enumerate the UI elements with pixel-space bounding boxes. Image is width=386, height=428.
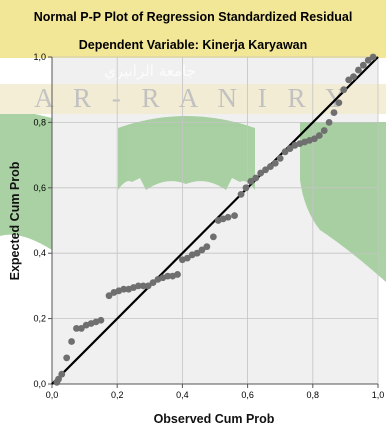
data-point [252, 174, 260, 182]
chart-subtitle: Dependent Variable: Kinerja Karyawan [79, 38, 308, 52]
data-point [247, 177, 255, 185]
y-tick-label: 0,0 [33, 379, 46, 389]
grid [52, 56, 379, 384]
data-point [315, 132, 323, 139]
data-point [355, 66, 362, 74]
watermark-green-shape [0, 106, 52, 250]
data-points [53, 53, 377, 386]
x-tick-label: 0,4 [176, 390, 189, 400]
x-axis-label: Observed Cum Prob [154, 412, 275, 426]
x-tick-label: 0,2 [111, 390, 124, 400]
data-point [55, 375, 62, 383]
data-point [237, 190, 245, 198]
data-point [286, 145, 294, 152]
watermark-green-shape [118, 116, 255, 190]
data-point [139, 282, 147, 290]
data-point [320, 127, 328, 134]
university-logo-watermark: A R - R A N I R Y جامعة الرانيري [0, 62, 386, 282]
data-point [77, 325, 85, 332]
data-point [97, 316, 105, 324]
y-axis-label: Expected Cum Prob [8, 161, 22, 280]
x-tick-label: 1,0 [372, 390, 385, 400]
data-point [209, 233, 217, 241]
watermark-band [0, 84, 386, 114]
data-point [203, 243, 211, 251]
data-point [183, 254, 191, 262]
y-tick-label: 1,0 [33, 52, 46, 62]
axes [48, 56, 379, 388]
data-point [364, 56, 372, 64]
y-tick-label: 0,8 [33, 117, 46, 127]
watermark-arabic-text: جامعة الرانيري [104, 62, 196, 81]
y-tick-label: 0,6 [33, 183, 46, 193]
data-point [198, 246, 206, 254]
data-point [262, 166, 269, 174]
y-tick-label: 0,2 [33, 314, 46, 324]
x-tick-label: 0,0 [46, 390, 59, 400]
data-point [359, 61, 367, 69]
data-point [149, 279, 157, 287]
data-point [340, 86, 348, 94]
data-point [224, 213, 232, 221]
data-point [350, 73, 357, 81]
data-point [164, 272, 172, 280]
data-point [311, 135, 318, 143]
data-point [193, 249, 201, 257]
data-point [325, 119, 333, 126]
data-point [174, 271, 181, 278]
data-point [105, 292, 113, 300]
data-point [267, 163, 274, 170]
data-point [276, 154, 284, 162]
watermark-latin-text: A R - R A N I R Y [34, 83, 352, 113]
data-point [231, 212, 238, 219]
data-point [257, 169, 265, 177]
data-point [63, 354, 71, 362]
data-point [345, 76, 353, 84]
data-point [120, 285, 128, 293]
data-point [281, 148, 289, 156]
data-point [58, 370, 66, 378]
x-tick-label: 0,8 [307, 390, 320, 400]
data-point [68, 338, 75, 345]
data-point [369, 53, 377, 61]
data-point [144, 282, 152, 290]
x-tick-label: 0,6 [241, 390, 254, 400]
data-point [330, 109, 338, 116]
data-point [335, 99, 343, 107]
title-band [0, 0, 386, 58]
data-point [271, 159, 279, 167]
data-point [134, 282, 142, 290]
watermark-green-shape [300, 122, 386, 282]
chart-title: Normal P-P Plot of Regression Standardiz… [34, 10, 353, 24]
y-tick-label: 0,4 [33, 248, 46, 258]
tick-labels: 0,0 0,2 0,4 0,6 0,8 1,0 0,0 0,2 0,4 0,6 0,8 1,0 [33, 52, 384, 400]
data-point [73, 325, 80, 332]
data-point [242, 184, 250, 192]
